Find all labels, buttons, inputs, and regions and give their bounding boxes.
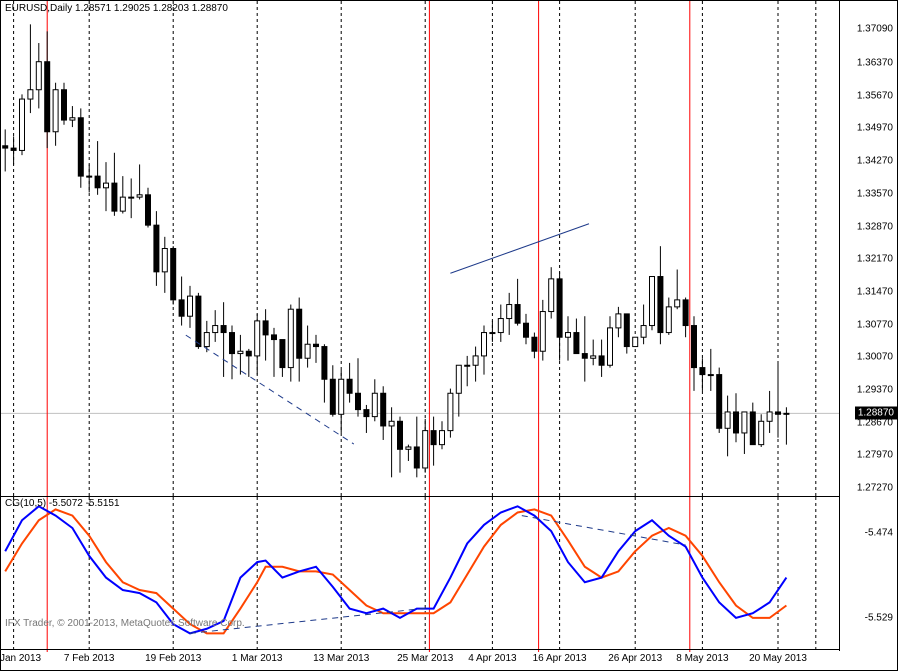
y-tick-label: 1.27970 xyxy=(857,450,893,461)
y-tick-label: 1.35670 xyxy=(857,90,893,101)
x-tick-label: 4 Apr 2013 xyxy=(468,653,516,664)
y-tick-label: 1.34270 xyxy=(857,156,893,167)
y-tick-label: 1.32170 xyxy=(857,254,893,265)
x-tick-label: 13 Mar 2013 xyxy=(313,653,369,664)
y-tick-label: 1.31470 xyxy=(857,286,893,297)
ind-y-tick-label: -5.474 xyxy=(865,528,893,539)
y-tick-label: 1.29370 xyxy=(857,384,893,395)
x-axis: 28 Jan 2013 7 Feb 2013 19 Feb 2013 1 Mar 20… xyxy=(1,649,839,670)
x-tick-label: 19 Feb 2013 xyxy=(145,653,201,664)
x-tick-label: 25 Mar 2013 xyxy=(397,653,453,664)
main-chart-area[interactable] xyxy=(1,1,839,496)
current-price-badge: 1.28870 xyxy=(855,407,897,420)
main-price-chart[interactable]: EURUSD,Daily 1.28571 1.29025 1.28203 1.2… xyxy=(1,1,897,496)
x-tick-label: 7 Feb 2013 xyxy=(64,653,115,664)
y-tick-label: 1.30070 xyxy=(857,352,893,363)
y-tick-label: 1.30770 xyxy=(857,319,893,330)
ind-y-tick-label: -5.529 xyxy=(865,613,893,624)
x-tick-label: 8 May 2013 xyxy=(676,653,728,664)
chart-container: EURUSD,Daily 1.28571 1.29025 1.28203 1.2… xyxy=(0,0,898,671)
indicator-title: CG(10,5) -5.5072 -5.5151 xyxy=(5,498,120,509)
indicator-chart[interactable]: CG(10,5) -5.5072 -5.5151 IFX Trader, © 2… xyxy=(1,496,897,651)
indicator-y-axis: -5.474 -5.529 xyxy=(839,496,897,651)
y-tick-label: 1.37090 xyxy=(857,24,893,35)
x-tick-label: 20 May 2013 xyxy=(749,653,807,664)
copyright-text: IFX Trader, © 2001-2013, MetaQuotes Soft… xyxy=(5,618,245,629)
main-y-axis: 1.272701.279701.286701.288701.293701.300… xyxy=(839,1,897,496)
x-tick-label: 16 Apr 2013 xyxy=(533,653,587,664)
y-tick-label: 1.36370 xyxy=(857,58,893,69)
y-tick-label: 1.27270 xyxy=(857,483,893,494)
main-chart-svg xyxy=(1,1,841,496)
x-tick-label: 1 Mar 2013 xyxy=(232,653,283,664)
main-chart-title: EURUSD,Daily 1.28571 1.29025 1.28203 1.2… xyxy=(5,3,228,14)
y-tick-label: 1.34970 xyxy=(857,123,893,134)
y-tick-label: 1.32870 xyxy=(857,221,893,232)
x-tick-label: 28 Jan 2013 xyxy=(0,653,41,664)
x-tick-label: 26 Apr 2013 xyxy=(608,653,662,664)
y-tick-label: 1.33570 xyxy=(857,188,893,199)
